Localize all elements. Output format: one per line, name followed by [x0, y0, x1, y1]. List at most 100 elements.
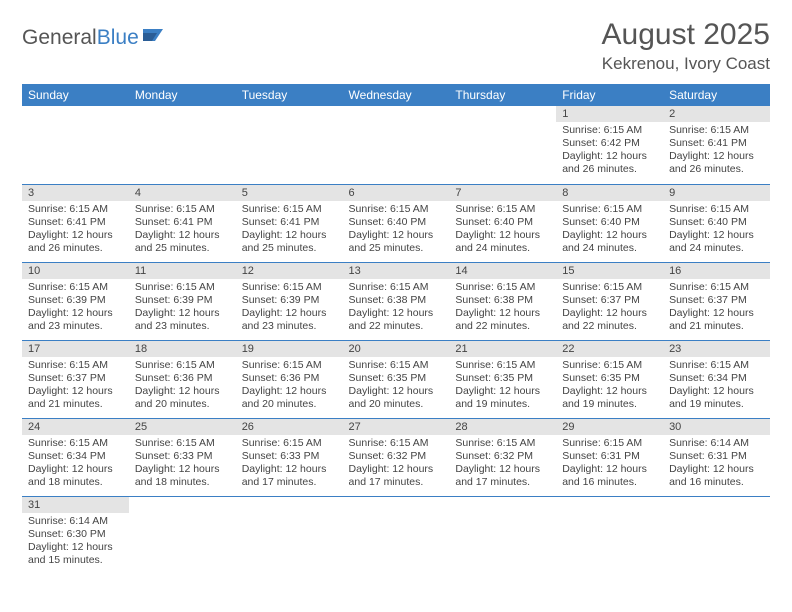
sunrise-line: Sunrise: 6:14 AM	[669, 437, 764, 450]
calendar-cell: 29Sunrise: 6:15 AMSunset: 6:31 PMDayligh…	[556, 418, 663, 496]
day-details: Sunrise: 6:15 AMSunset: 6:37 PMDaylight:…	[556, 279, 663, 338]
daylight-line: Daylight: 12 hours and 20 minutes.	[349, 385, 444, 411]
sunset-line: Sunset: 6:38 PM	[455, 294, 550, 307]
weekday-header: Sunday	[22, 84, 129, 106]
day-details: Sunrise: 6:15 AMSunset: 6:42 PMDaylight:…	[556, 122, 663, 181]
calendar-cell: 25Sunrise: 6:15 AMSunset: 6:33 PMDayligh…	[129, 418, 236, 496]
day-details: Sunrise: 6:15 AMSunset: 6:38 PMDaylight:…	[343, 279, 450, 338]
daylight-line: Daylight: 12 hours and 19 minutes.	[562, 385, 657, 411]
sunrise-line: Sunrise: 6:15 AM	[242, 203, 337, 216]
daylight-line: Daylight: 12 hours and 21 minutes.	[28, 385, 123, 411]
sunrise-line: Sunrise: 6:15 AM	[349, 281, 444, 294]
daylight-line: Daylight: 12 hours and 23 minutes.	[28, 307, 123, 333]
flag-icon	[143, 25, 165, 49]
day-number: 22	[556, 341, 663, 357]
calendar-cell: 11Sunrise: 6:15 AMSunset: 6:39 PMDayligh…	[129, 262, 236, 340]
daylight-line: Daylight: 12 hours and 19 minutes.	[455, 385, 550, 411]
day-number: 25	[129, 419, 236, 435]
calendar-cell: 13Sunrise: 6:15 AMSunset: 6:38 PMDayligh…	[343, 262, 450, 340]
sunrise-line: Sunrise: 6:15 AM	[135, 281, 230, 294]
sunrise-line: Sunrise: 6:15 AM	[135, 359, 230, 372]
daylight-line: Daylight: 12 hours and 24 minutes.	[562, 229, 657, 255]
day-details: Sunrise: 6:15 AMSunset: 6:39 PMDaylight:…	[129, 279, 236, 338]
calendar-cell-empty	[449, 106, 556, 184]
weekday-header: Friday	[556, 84, 663, 106]
daylight-line: Daylight: 12 hours and 19 minutes.	[669, 385, 764, 411]
day-number: 1	[556, 106, 663, 122]
sunrise-line: Sunrise: 6:15 AM	[135, 203, 230, 216]
day-details: Sunrise: 6:15 AMSunset: 6:40 PMDaylight:…	[343, 201, 450, 260]
daylight-line: Daylight: 12 hours and 17 minutes.	[242, 463, 337, 489]
sunset-line: Sunset: 6:40 PM	[562, 216, 657, 229]
weekday-header: Monday	[129, 84, 236, 106]
sunrise-line: Sunrise: 6:15 AM	[28, 203, 123, 216]
sunrise-line: Sunrise: 6:15 AM	[669, 203, 764, 216]
sunrise-line: Sunrise: 6:15 AM	[669, 124, 764, 137]
sunset-line: Sunset: 6:41 PM	[135, 216, 230, 229]
day-number: 17	[22, 341, 129, 357]
sunset-line: Sunset: 6:39 PM	[135, 294, 230, 307]
weekday-header: Saturday	[663, 84, 770, 106]
day-details: Sunrise: 6:15 AMSunset: 6:33 PMDaylight:…	[236, 435, 343, 494]
daylight-line: Daylight: 12 hours and 25 minutes.	[135, 229, 230, 255]
calendar-cell: 31Sunrise: 6:14 AMSunset: 6:30 PMDayligh…	[22, 496, 129, 574]
day-number: 5	[236, 185, 343, 201]
day-details: Sunrise: 6:15 AMSunset: 6:35 PMDaylight:…	[556, 357, 663, 416]
calendar-cell: 8 Sunrise: 6:15 AMSunset: 6:40 PMDaylight…	[556, 184, 663, 262]
day-number: 8	[556, 185, 663, 201]
sunset-line: Sunset: 6:35 PM	[562, 372, 657, 385]
calendar-cell: 30Sunrise: 6:14 AMSunset: 6:31 PMDayligh…	[663, 418, 770, 496]
sunset-line: Sunset: 6:32 PM	[349, 450, 444, 463]
sunrise-line: Sunrise: 6:15 AM	[562, 124, 657, 137]
day-details: Sunrise: 6:15 AMSunset: 6:38 PMDaylight:…	[449, 279, 556, 338]
calendar-cell: 18Sunrise: 6:15 AMSunset: 6:36 PMDayligh…	[129, 340, 236, 418]
calendar-head: SundayMondayTuesdayWednesdayThursdayFrid…	[22, 84, 770, 106]
sunset-line: Sunset: 6:39 PM	[242, 294, 337, 307]
day-number: 15	[556, 263, 663, 279]
logo-text-blue: Blue	[97, 26, 139, 50]
sunrise-line: Sunrise: 6:15 AM	[242, 281, 337, 294]
month-title: August 2025	[602, 18, 770, 52]
sunset-line: Sunset: 6:31 PM	[669, 450, 764, 463]
calendar-cell: 9Sunrise: 6:15 AMSunset: 6:40 PMDaylight…	[663, 184, 770, 262]
day-details: Sunrise: 6:15 AMSunset: 6:40 PMDaylight:…	[449, 201, 556, 260]
sunset-line: Sunset: 6:33 PM	[242, 450, 337, 463]
sunrise-line: Sunrise: 6:15 AM	[455, 203, 550, 216]
calendar-cell: 20Sunrise: 6:15 AMSunset: 6:35 PMDayligh…	[343, 340, 450, 418]
sunset-line: Sunset: 6:31 PM	[562, 450, 657, 463]
calendar-cell: 26Sunrise: 6:15 AMSunset: 6:33 PMDayligh…	[236, 418, 343, 496]
daylight-line: Daylight: 12 hours and 16 minutes.	[669, 463, 764, 489]
daylight-line: Daylight: 12 hours and 23 minutes.	[242, 307, 337, 333]
calendar-cell: 15Sunrise: 6:15 AMSunset: 6:37 PMDayligh…	[556, 262, 663, 340]
sunrise-line: Sunrise: 6:15 AM	[455, 437, 550, 450]
day-number: 4	[129, 185, 236, 201]
day-details: Sunrise: 6:15 AMSunset: 6:32 PMDaylight:…	[449, 435, 556, 494]
calendar-cell-empty	[129, 106, 236, 184]
sunset-line: Sunset: 6:36 PM	[135, 372, 230, 385]
daylight-line: Daylight: 12 hours and 21 minutes.	[669, 307, 764, 333]
daylight-line: Daylight: 12 hours and 25 minutes.	[242, 229, 337, 255]
sunrise-line: Sunrise: 6:15 AM	[242, 359, 337, 372]
day-details: Sunrise: 6:14 AMSunset: 6:31 PMDaylight:…	[663, 435, 770, 494]
daylight-line: Daylight: 12 hours and 26 minutes.	[669, 150, 764, 176]
calendar-cell-empty	[449, 496, 556, 574]
title-block: August 2025 Kekrenou, Ivory Coast	[602, 18, 770, 74]
day-details: Sunrise: 6:15 AMSunset: 6:41 PMDaylight:…	[236, 201, 343, 260]
sunset-line: Sunset: 6:40 PM	[669, 216, 764, 229]
calendar-cell: 1Sunrise: 6:15 AMSunset: 6:42 PMDaylight…	[556, 106, 663, 184]
sunrise-line: Sunrise: 6:15 AM	[562, 203, 657, 216]
day-details: Sunrise: 6:15 AMSunset: 6:41 PMDaylight:…	[22, 201, 129, 260]
day-number: 10	[22, 263, 129, 279]
sunset-line: Sunset: 6:38 PM	[349, 294, 444, 307]
calendar-cell: 19Sunrise: 6:15 AMSunset: 6:36 PMDayligh…	[236, 340, 343, 418]
daylight-line: Daylight: 12 hours and 15 minutes.	[28, 541, 123, 567]
sunrise-line: Sunrise: 6:15 AM	[349, 437, 444, 450]
day-details: Sunrise: 6:14 AMSunset: 6:30 PMDaylight:…	[22, 513, 129, 572]
calendar-cell: 7Sunrise: 6:15 AMSunset: 6:40 PMDaylight…	[449, 184, 556, 262]
sunrise-line: Sunrise: 6:15 AM	[669, 281, 764, 294]
calendar-cell-empty	[663, 496, 770, 574]
sunrise-line: Sunrise: 6:15 AM	[562, 437, 657, 450]
day-details: Sunrise: 6:15 AMSunset: 6:39 PMDaylight:…	[236, 279, 343, 338]
sunset-line: Sunset: 6:37 PM	[562, 294, 657, 307]
calendar-cell-empty	[236, 106, 343, 184]
